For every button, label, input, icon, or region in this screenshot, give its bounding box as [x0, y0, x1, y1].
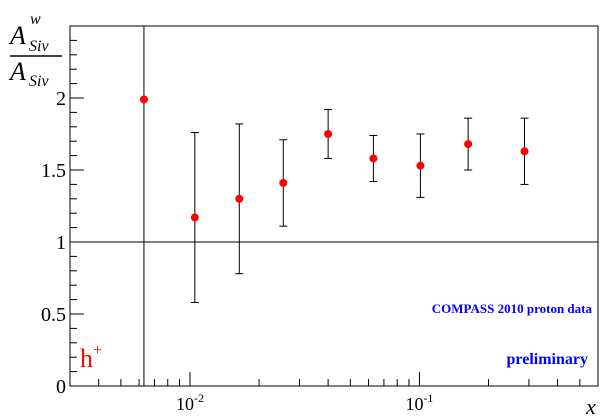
data-point: [520, 147, 529, 156]
data-point: [235, 194, 244, 203]
y-axis-label: A w Siv A Siv: [8, 11, 62, 90]
data-point: [279, 178, 288, 187]
y-label-denominator-sub: Siv: [29, 73, 49, 90]
data-point: [190, 213, 199, 222]
x-tick-label: 10-1: [405, 391, 433, 414]
data-point: [416, 161, 425, 170]
y-axis-tick-labels: 0 0.5 1 1.5 2: [41, 88, 66, 398]
plot-frame: [69, 25, 599, 387]
y-tick-label: 1.5: [41, 160, 66, 182]
y-tick-label: 0: [56, 376, 66, 398]
data-point: [464, 140, 473, 149]
y-tick-label: 1: [56, 232, 66, 254]
data-point: [369, 154, 378, 163]
particle-charge: +: [93, 342, 102, 359]
x-tick-label: 10-2: [176, 391, 204, 414]
particle-label: h+: [80, 342, 102, 373]
data-point: [139, 95, 148, 104]
x-axis-ticks: [69, 372, 599, 386]
y-label-numerator-sub: Siv: [29, 38, 49, 55]
dataset-label: COMPASS 2010 proton data: [432, 301, 593, 316]
data-point: [324, 130, 333, 138]
y-axis-ticks: [70, 39, 84, 387]
particle-label-text: h: [80, 344, 93, 373]
y-label-numerator: A: [8, 21, 26, 50]
y-label-numerator-sup: w: [30, 11, 41, 28]
y-tick-label: 2: [56, 88, 66, 110]
x-axis-label: x: [585, 394, 596, 419]
y-label-denominator: A: [8, 57, 26, 86]
data-series: [139, 26, 529, 386]
y-tick-label: 0.5: [41, 304, 66, 326]
status-label: preliminary: [507, 351, 588, 368]
x-axis-tick-labels: 10-2 10-1: [176, 391, 433, 414]
